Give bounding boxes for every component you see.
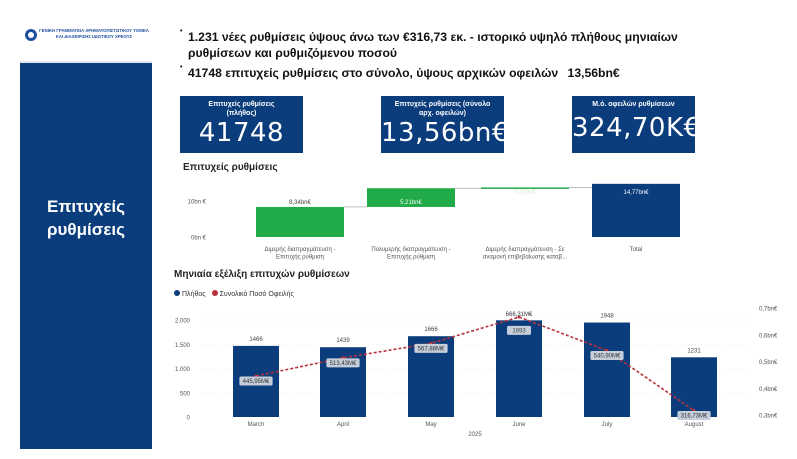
data-label: 5,21bn€ [400,200,422,206]
x-tick-label: March [248,422,265,428]
legend-dot-icon [174,290,180,296]
page-title: Επιτυχείς ρυθμίσεις [47,197,125,239]
chart-legend: Πλήθος Συνολικό Ποσό Οφειλής [174,290,294,298]
kpi-card-total-debt: Επιτυχείς ρυθμίσεις (σύνολο αρχ. οφειλών… [381,96,508,153]
bar-label-bg [507,325,531,335]
category-label: Επιτυχής ρύθμιση [276,254,324,261]
bar-data-label: 1666 [424,327,438,333]
line-point [517,315,521,319]
sidebar: ΓΕΝΙΚΗ ΓΡΑΜΜΑΤΕΙΑ ΧΡΗΜΑΤΟΠΙΣΤΩΤΙΚΟΥ ΤΟΜΕ… [20,13,152,449]
headline-1: 1.231 νέες ρυθμίσεις ύψους άνω των €316,… [188,30,678,60]
count-bar [671,357,717,417]
line-label-bg [677,411,711,421]
category-label: Διμερής διαπραγμάτευση - Σε [486,246,565,253]
kpi-card-average-debt: Μ.ό. οφειλών ρυθμίσεων 324,70K€ [572,96,700,153]
headline-2: 41748 επιτυχείς ρυθμίσεις στο σύνολο, ύψ… [188,66,620,80]
category-label: Επιτυχής ρύθμιση [387,254,435,261]
waterfall-chart-title: Επιτυχείς ρυθμίσεις [183,162,278,173]
y-tick-label: 10bn € [188,200,207,206]
right-axis-tick: 0,7bn€ [759,307,778,313]
line-data-label: 445,95M€ [243,379,270,385]
line-data-label: 567,88M€ [418,346,445,352]
legend-item-count[interactable]: Πλήθος [174,290,206,298]
category-label: αναμονή επιβεβαίωσης καταβ... [483,254,567,261]
combo-chart-title: Μηνιαία εξέλιξη επιτυχών ρυθμίσεων [174,269,350,280]
legend-item-amount[interactable]: Συνολικό Ποσό Οφειλής [211,290,294,298]
right-axis-tick: 0,4bn€ [759,387,778,393]
bar-data-label: 1948 [600,314,614,320]
x-tick-label: May [425,422,436,428]
line-data-label: 513,43M€ [330,361,357,367]
line-data-label: 316,73M€ [681,414,708,420]
left-axis-tick: 1.500 [175,343,191,349]
bar-data-label: 1993 [512,328,526,334]
right-axis-tick: 0,3bn€ [759,414,778,420]
left-axis-tick: 500 [180,391,191,397]
bar-data-label: 1231 [687,348,701,354]
line-data-label: 540,90M€ [594,354,621,360]
logo-text: ΓΕΝΙΚΗ ΓΡΑΜΜΑΤΕΙΑ ΧΡΗΜΑΤΟΠΙΣΤΩΤΙΚΟΥ ΤΟΜΕ… [39,28,149,39]
legend-dot-icon [211,290,218,296]
line-label-bg [414,343,448,353]
x-tick-label: July [602,422,613,428]
x-axis-label: 2025 [468,432,482,438]
emblem-icon [25,29,37,41]
bullet-icon: • [180,64,183,71]
count-bar [584,322,630,417]
right-axis-tick: 0,6bn€ [759,333,778,339]
bar-data-label: 1466 [249,337,263,343]
x-tick-label: August [685,422,704,428]
category-label: Total [630,247,643,253]
data-label: 14,77bn€ [623,190,649,196]
x-tick-label: June [512,422,526,428]
logo: ΓΕΝΙΚΗ ΓΡΑΜΜΑΤΕΙΑ ΧΡΗΜΑΤΟΠΙΣΤΩΤΙΚΟΥ ΤΟΜΕ… [20,13,152,63]
waterfall-bar [367,188,455,207]
right-axis-tick: 0,5bn€ [759,360,778,366]
count-bar [496,320,542,417]
line-data-label: 666,31M€ [506,312,533,318]
left-axis-tick: 2.000 [175,319,191,325]
waterfall-bar [481,187,569,189]
waterfall-bar [256,206,344,237]
data-label: 8,34bn€ [289,200,311,206]
bar-data-label: 1439 [336,338,350,344]
line-label-bg [239,376,273,386]
bullet-icon: • [180,28,183,35]
category-label: Πολυμερής διαπραγμάτευση - [371,246,450,253]
kpi-card-count: Επιτυχείς ρυθμίσεις (πλήθος) 41748 [180,96,303,153]
x-tick-label: April [337,422,349,428]
left-axis-tick: 1.000 [175,367,191,373]
y-tick-label: 0bn € [191,236,207,242]
left-axis-tick: 0 [187,416,191,422]
line-label-bg [590,351,624,361]
line-label-bg [326,358,360,368]
category-label: Διμερής διαπραγμάτευση - [265,246,336,253]
amount-line [255,316,695,412]
waterfall-bar [592,183,680,237]
data-label: 0,22bn€ [514,189,536,195]
